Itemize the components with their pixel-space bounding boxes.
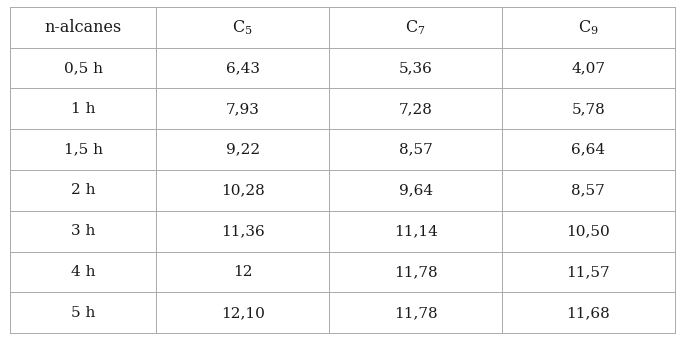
Text: 11,36: 11,36 (221, 224, 264, 238)
Text: C$_5$: C$_5$ (232, 18, 253, 37)
Text: 9,22: 9,22 (226, 142, 260, 157)
Text: 7,93: 7,93 (226, 102, 260, 116)
Text: 1,5 h: 1,5 h (64, 142, 103, 157)
Text: 11,78: 11,78 (394, 306, 438, 320)
Text: C$_7$: C$_7$ (406, 18, 426, 37)
Text: 12,10: 12,10 (221, 306, 265, 320)
Text: 11,68: 11,68 (566, 306, 610, 320)
Text: 3 h: 3 h (71, 224, 95, 238)
Text: 2 h: 2 h (71, 183, 96, 198)
Text: 10,50: 10,50 (566, 224, 610, 238)
Text: 6,43: 6,43 (226, 61, 260, 75)
Text: 4,07: 4,07 (571, 61, 606, 75)
Text: 9,64: 9,64 (399, 183, 433, 198)
Text: n-alcanes: n-alcanes (45, 19, 122, 36)
Text: 10,28: 10,28 (221, 183, 264, 198)
Text: 11,78: 11,78 (394, 265, 438, 279)
Text: 8,57: 8,57 (399, 142, 432, 157)
Text: 5 h: 5 h (71, 306, 95, 320)
Text: 1 h: 1 h (71, 102, 96, 116)
Text: 11,14: 11,14 (394, 224, 438, 238)
Text: 6,64: 6,64 (571, 142, 606, 157)
Text: 4 h: 4 h (71, 265, 96, 279)
Text: 5,78: 5,78 (571, 102, 606, 116)
Text: 5,36: 5,36 (399, 61, 432, 75)
Text: 12: 12 (233, 265, 253, 279)
Text: 7,28: 7,28 (399, 102, 432, 116)
Text: C$_9$: C$_9$ (578, 18, 599, 37)
Text: 11,57: 11,57 (566, 265, 610, 279)
Text: 0,5 h: 0,5 h (64, 61, 103, 75)
Text: 8,57: 8,57 (571, 183, 606, 198)
